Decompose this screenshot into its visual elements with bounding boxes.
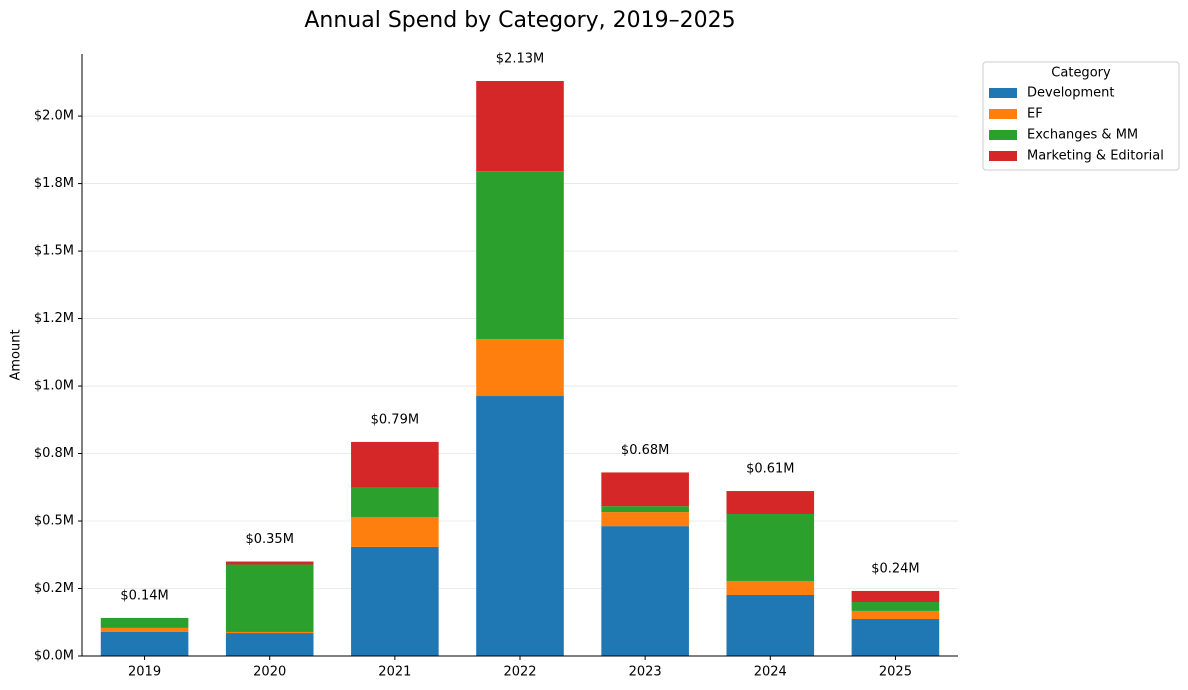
total-label: $0.79M (371, 412, 419, 427)
legend-swatch (989, 130, 1017, 140)
bar-segment (225, 564, 314, 632)
y-axis-label: Amount (9, 329, 24, 380)
bar-segment (351, 516, 439, 547)
y-tick-label: $1.2M (34, 311, 74, 326)
total-label: $0.61M (746, 462, 794, 477)
bar-segment (100, 627, 189, 632)
bar-segment (601, 506, 689, 513)
bar-segment (225, 631, 314, 634)
bar-segment (851, 619, 940, 656)
total-label: $0.68M (621, 443, 669, 458)
total-label: $0.24M (871, 561, 919, 576)
bar-segment (476, 171, 564, 340)
y-tick-label: $1.5M (34, 244, 74, 259)
x-tick-label: 2019 (128, 665, 161, 680)
y-tick-label: $0.2M (34, 581, 74, 596)
legend-swatch (989, 88, 1017, 98)
bar-segment (726, 514, 815, 581)
legend-label: Exchanges & MM (1027, 128, 1138, 143)
bar-segment (100, 631, 189, 656)
x-tick-label: 2023 (629, 665, 662, 680)
y-tick-label: $0.0M (34, 649, 74, 664)
legend-label: Marketing & Editorial (1027, 149, 1164, 164)
bar-segment (601, 472, 689, 507)
bar-segment (351, 487, 439, 517)
bar-segment (351, 441, 439, 488)
legend-swatch (989, 151, 1017, 161)
x-tick-label: 2025 (879, 665, 912, 680)
bar-segment (726, 491, 815, 515)
bar-segment (726, 580, 815, 595)
bar-segment (476, 80, 564, 172)
chart-title: Annual Spend by Category, 2019–2025 (304, 8, 735, 33)
y-tick-label: $1.8M (34, 176, 74, 191)
legend-label: EF (1027, 107, 1043, 122)
total-label: $0.35M (245, 532, 293, 547)
bar-segment (601, 512, 689, 527)
bar-segment (351, 546, 439, 656)
bar-segment (225, 633, 314, 656)
bar-segment (851, 610, 940, 620)
y-tick-label: $1.0M (34, 379, 74, 394)
x-tick-label: 2021 (378, 665, 411, 680)
y-tick-label: $0.5M (34, 514, 74, 529)
bar-segment (726, 594, 815, 656)
x-tick-label: 2022 (503, 665, 536, 680)
bar-segment (476, 339, 564, 397)
bar-segment (851, 602, 940, 611)
legend-label: Development (1027, 86, 1115, 101)
legend-title: Category (1051, 66, 1111, 81)
x-tick-label: 2024 (754, 665, 787, 680)
bar-segment (476, 396, 564, 656)
bar-segment (851, 590, 940, 603)
total-label: $0.14M (120, 588, 168, 603)
y-tick-label: $0.8M (34, 446, 74, 461)
bar-segment (601, 526, 689, 656)
bar-segment (100, 617, 189, 628)
legend-swatch (989, 109, 1017, 119)
bar-segment (225, 561, 314, 565)
total-label: $2.13M (496, 51, 544, 66)
legend-box (982, 61, 1180, 171)
y-tick-label: $2.0M (34, 109, 74, 124)
x-tick-label: 2020 (253, 665, 286, 680)
